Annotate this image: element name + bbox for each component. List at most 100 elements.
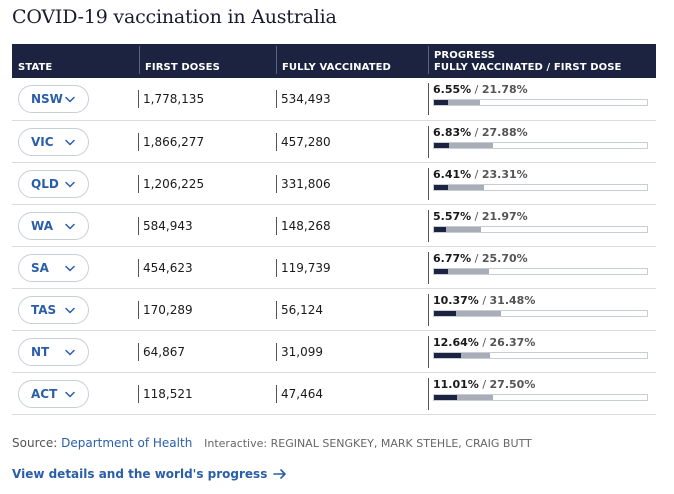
progress-cell: 6.83% / 27.88% <box>428 126 652 158</box>
header-state: STATE <box>18 62 53 73</box>
pct-fully-vaccinated: 11.01% <box>433 378 479 391</box>
header-progress-title: PROGRESS <box>434 50 496 61</box>
table-row: WA 584,943 148,268 5.57% / 21.97% <box>12 204 656 246</box>
progress-cell: 12.64% / 26.37% <box>428 336 652 368</box>
pct-fully-vaccinated: 6.77% <box>433 252 472 265</box>
table-row: QLD 1,206,225 331,806 6.41% / 23.31% <box>12 162 656 204</box>
chevron-down-icon <box>65 139 75 146</box>
state-label: SA <box>31 261 49 275</box>
fully-vaccinated-value: 331,806 <box>276 175 331 193</box>
table-row: NT 64,867 31,099 12.64% / 26.37% <box>12 330 656 372</box>
progress-bar <box>433 352 648 359</box>
progress-text: 10.37% / 31.48% <box>433 294 652 308</box>
state-label: VIC <box>31 135 54 149</box>
progress-bar-fully-vaccinated <box>434 143 449 148</box>
progress-bar-first-dose <box>434 269 489 274</box>
source-link[interactable]: Department of Health <box>61 436 193 450</box>
progress-text: 6.55% / 21.78% <box>433 83 652 97</box>
state-select-act[interactable]: ACT <box>18 380 89 408</box>
progress-bar <box>433 142 648 149</box>
progress-bar-first-dose <box>434 185 484 190</box>
state-select-wa[interactable]: WA <box>18 212 89 240</box>
chevron-down-icon <box>65 391 75 398</box>
header-progress: PROGRESS FULLY VACCINATED / FIRST DOSE <box>428 46 621 74</box>
progress-bar-fully-vaccinated <box>434 100 448 105</box>
pct-first-dose: 21.78% <box>481 83 528 96</box>
arrow-right-icon <box>273 469 287 479</box>
progress-bar-fully-vaccinated <box>434 311 457 316</box>
progress-separator: / <box>471 83 482 96</box>
view-details-link[interactable]: View details and the world's progress <box>12 467 287 481</box>
state-select-vic[interactable]: VIC <box>18 128 89 156</box>
progress-cell: 6.55% / 21.78% <box>428 83 652 115</box>
progress-bar <box>433 310 648 317</box>
first-doses-value: 170,289 <box>138 301 193 319</box>
table-row: ACT 118,521 47,464 11.01% / 27.50% <box>12 372 656 414</box>
progress-text: 6.83% / 27.88% <box>433 126 652 140</box>
fully-vaccinated-value: 534,493 <box>276 90 331 108</box>
page-title: COVID-19 vaccination in Australia <box>12 6 337 28</box>
pct-first-dose: 31.48% <box>489 294 536 307</box>
progress-separator: / <box>478 336 490 349</box>
progress-bar-first-dose <box>434 100 481 105</box>
source-label: Source: <box>12 436 58 450</box>
header-first-doses: FIRST DOSES <box>139 46 220 74</box>
first-doses-value: 454,623 <box>138 259 193 277</box>
progress-bar-fully-vaccinated <box>434 395 458 400</box>
progress-text: 6.77% / 25.70% <box>433 252 652 266</box>
progress-bar-first-dose <box>434 227 481 232</box>
pct-first-dose: 25.70% <box>481 252 528 265</box>
chevron-down-icon <box>65 265 75 272</box>
table-row: VIC 1,866,277 457,280 6.83% / 27.88% <box>12 120 656 162</box>
table-row: TAS 170,289 56,124 10.37% / 31.48% <box>12 288 656 330</box>
chevron-down-icon <box>65 223 75 230</box>
state-select-sa[interactable]: SA <box>18 254 89 282</box>
pct-first-dose: 21.97% <box>481 210 528 223</box>
header-progress-subtitle: FULLY VACCINATED / FIRST DOSE <box>434 62 622 73</box>
progress-bar <box>433 226 648 233</box>
state-label: NT <box>31 345 50 359</box>
table-body: NSW 1,778,135 534,493 6.55% / 21.78% VIC… <box>12 78 656 414</box>
pct-first-dose: 27.88% <box>481 126 528 139</box>
state-select-nsw[interactable]: NSW <box>18 85 89 113</box>
fully-vaccinated-value: 56,124 <box>276 301 323 319</box>
view-details-label: View details and the world's progress <box>12 467 268 481</box>
progress-separator: / <box>478 378 490 391</box>
table-header: STATE FIRST DOSES FULLY VACCINATED PROGR… <box>12 44 656 78</box>
progress-cell: 11.01% / 27.50% <box>428 378 652 410</box>
fully-vaccinated-value: 47,464 <box>276 385 323 403</box>
progress-bar-fully-vaccinated <box>434 185 448 190</box>
pct-fully-vaccinated: 10.37% <box>433 294 479 307</box>
table-row: SA 454,623 119,739 6.77% / 25.70% <box>12 246 656 288</box>
pct-first-dose: 23.31% <box>481 168 528 181</box>
progress-bar <box>433 268 648 275</box>
pct-first-dose: 26.37% <box>489 336 536 349</box>
progress-bar-first-dose <box>434 143 494 148</box>
chevron-down-icon <box>65 307 75 314</box>
vaccination-table: STATE FIRST DOSES FULLY VACCINATED PROGR… <box>12 44 656 415</box>
progress-text: 5.57% / 21.97% <box>433 210 652 224</box>
progress-separator: / <box>471 168 482 181</box>
pct-fully-vaccinated: 5.57% <box>433 210 472 223</box>
progress-separator: / <box>471 252 482 265</box>
fully-vaccinated-value: 457,280 <box>276 133 331 151</box>
state-select-nt[interactable]: NT <box>18 338 89 366</box>
progress-bar <box>433 184 648 191</box>
chevron-down-icon <box>65 96 75 103</box>
state-select-tas[interactable]: TAS <box>18 296 89 324</box>
progress-cell: 6.41% / 23.31% <box>428 168 652 200</box>
state-label: WA <box>31 219 53 233</box>
progress-bar-first-dose <box>434 311 502 316</box>
progress-text: 11.01% / 27.50% <box>433 378 652 392</box>
fully-vaccinated-value: 119,739 <box>276 259 331 277</box>
first-doses-value: 1,778,135 <box>138 90 204 108</box>
state-select-qld[interactable]: QLD <box>18 170 89 198</box>
progress-text: 12.64% / 26.37% <box>433 336 652 350</box>
pct-fully-vaccinated: 6.41% <box>433 168 472 181</box>
table-row: NSW 1,778,135 534,493 6.55% / 21.78% <box>12 78 656 120</box>
fully-vaccinated-value: 148,268 <box>276 217 331 235</box>
first-doses-value: 1,206,225 <box>138 175 204 193</box>
progress-text: 6.41% / 23.31% <box>433 168 652 182</box>
state-label: ACT <box>31 387 58 401</box>
header-fully-vaccinated: FULLY VACCINATED <box>276 46 391 74</box>
